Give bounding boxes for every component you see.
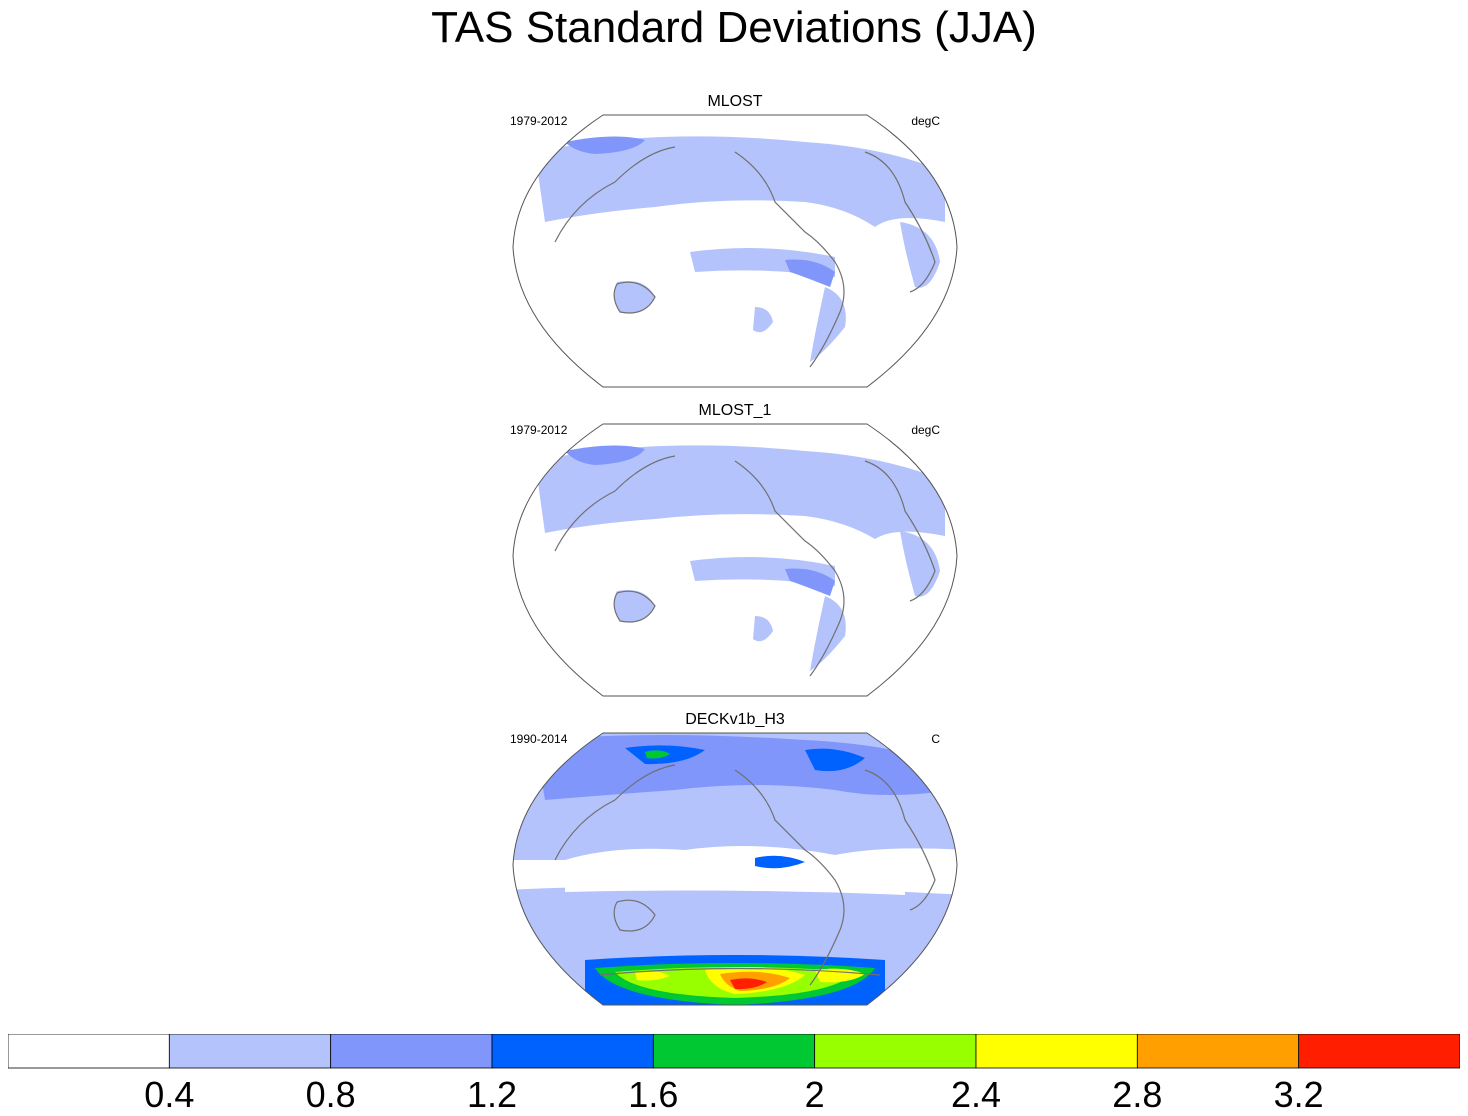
colorbar-box-6 (975, 1034, 1138, 1069)
panel-period: 1990-2014 (510, 732, 568, 746)
panel-units: degC (911, 114, 940, 128)
map-mlost-1 (512, 423, 958, 697)
colorbar-tick-label: 1.6 (628, 1074, 679, 1115)
map-mlost (512, 114, 958, 388)
coastlines (554, 146, 936, 368)
colorbar-tick-label: 2 (804, 1074, 825, 1115)
panel-period: 1979-2012 (510, 423, 568, 437)
colorbar-tick-label: 2.4 (950, 1074, 1002, 1115)
colorbar-box-0 (8, 1034, 170, 1069)
field-shading (513, 733, 957, 1005)
panel-units: C (931, 732, 940, 746)
panel-units: degC (911, 423, 940, 437)
coastlines (554, 764, 936, 986)
panel-title: DECKv1b_H3 (685, 711, 785, 728)
panel-title: MLOST (707, 93, 763, 110)
colorbar-box-8 (1298, 1034, 1460, 1069)
colorbar-box-2 (330, 1034, 493, 1069)
colorbar-box-1 (168, 1034, 332, 1069)
colorbar-box-4 (652, 1034, 816, 1069)
chart-title: TAS Standard Deviations (JJA) (431, 3, 1037, 52)
panel-deckv1b-h3: DECKv1b_H3 1990-2014 C (505, 710, 965, 1010)
colorbar-tick-label: 3.2 (1273, 1074, 1324, 1115)
panel-period: 1979-2012 (510, 114, 568, 128)
colorbar-box-7 (1136, 1034, 1300, 1069)
panel-mlost: MLOST 1979-2012 degC (505, 92, 965, 392)
colorbar-tick-label: 0.4 (144, 1074, 195, 1115)
colorbar-tick-label: 0.8 (305, 1074, 356, 1115)
field-shading (535, 445, 945, 671)
colorbar-tick-label: 1.2 (466, 1074, 518, 1115)
coastlines (554, 455, 936, 677)
colorbar-box-5 (814, 1034, 977, 1069)
field-shading (535, 136, 945, 362)
map-deckv1b-h3 (512, 732, 958, 1006)
colorbar-tick-label: 2.8 (1112, 1074, 1163, 1115)
panel-mlost-1: MLOST_1 1979-2012 degC (505, 401, 965, 701)
colorbar (8, 1034, 1460, 1069)
colorbar-box-3 (491, 1034, 654, 1069)
panel-title: MLOST_1 (698, 402, 772, 419)
